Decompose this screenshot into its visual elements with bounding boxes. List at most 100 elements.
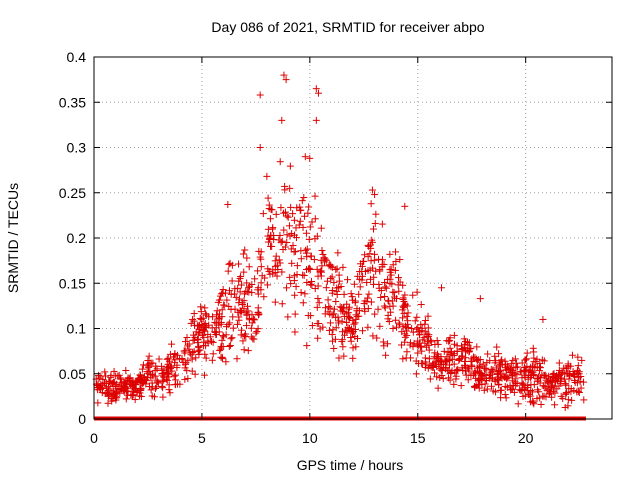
data-point bbox=[534, 377, 542, 385]
data-point bbox=[368, 186, 376, 194]
data-point bbox=[541, 372, 549, 380]
data-point bbox=[495, 381, 503, 389]
data-point bbox=[236, 288, 244, 296]
data-point bbox=[374, 305, 382, 313]
data-points bbox=[92, 71, 588, 412]
data-point bbox=[314, 295, 322, 303]
data-point bbox=[190, 317, 198, 325]
data-point bbox=[525, 390, 533, 398]
data-point bbox=[508, 385, 516, 393]
data-point bbox=[364, 253, 372, 261]
data-point bbox=[525, 366, 533, 374]
data-point bbox=[311, 192, 319, 200]
data-point bbox=[278, 116, 286, 124]
data-point bbox=[164, 369, 172, 377]
data-point bbox=[537, 400, 545, 408]
data-point bbox=[325, 326, 333, 334]
data-point bbox=[292, 283, 300, 291]
data-point bbox=[317, 268, 325, 276]
data-point bbox=[447, 349, 455, 357]
data-point bbox=[110, 367, 118, 375]
data-point bbox=[561, 404, 569, 412]
data-point bbox=[243, 279, 251, 287]
data-point bbox=[384, 340, 392, 348]
data-point bbox=[328, 286, 336, 294]
data-point bbox=[237, 331, 245, 339]
data-point bbox=[283, 238, 291, 246]
data-point bbox=[325, 303, 333, 311]
data-point bbox=[425, 355, 433, 363]
data-point bbox=[421, 364, 429, 372]
data-point bbox=[376, 322, 384, 330]
data-point bbox=[501, 391, 509, 399]
data-point bbox=[117, 375, 125, 383]
data-point bbox=[476, 363, 484, 371]
data-point bbox=[408, 325, 416, 333]
data-point bbox=[245, 284, 253, 292]
data-point bbox=[492, 388, 500, 396]
data-point bbox=[380, 260, 388, 268]
data-point bbox=[286, 162, 294, 170]
data-point bbox=[548, 382, 556, 390]
data-point bbox=[289, 210, 297, 218]
data-point bbox=[293, 262, 301, 270]
data-point bbox=[194, 330, 202, 338]
data-point bbox=[231, 305, 239, 313]
data-point bbox=[314, 282, 322, 290]
data-point bbox=[240, 268, 248, 276]
data-point bbox=[580, 396, 588, 404]
data-point bbox=[445, 361, 453, 369]
data-point bbox=[122, 367, 130, 375]
data-point bbox=[233, 320, 241, 328]
data-point bbox=[388, 280, 396, 288]
data-point bbox=[421, 339, 429, 347]
data-point bbox=[465, 339, 473, 347]
data-point bbox=[533, 355, 541, 363]
data-point bbox=[401, 202, 409, 210]
data-point bbox=[242, 308, 250, 316]
data-point bbox=[371, 310, 379, 318]
data-point bbox=[195, 329, 203, 337]
data-point bbox=[548, 393, 556, 401]
data-point bbox=[332, 298, 340, 306]
data-point bbox=[132, 378, 140, 386]
data-point bbox=[450, 380, 458, 388]
data-point bbox=[218, 336, 226, 344]
data-point bbox=[502, 360, 510, 368]
data-point bbox=[447, 369, 455, 377]
data-point bbox=[345, 324, 353, 332]
data-point bbox=[152, 362, 160, 370]
data-point bbox=[123, 391, 131, 399]
data-point bbox=[471, 384, 479, 392]
data-point bbox=[291, 248, 299, 256]
data-point bbox=[378, 220, 386, 228]
data-point bbox=[158, 382, 166, 390]
x-tick-label: 5 bbox=[198, 430, 206, 446]
data-point bbox=[349, 344, 357, 352]
data-point bbox=[264, 194, 272, 202]
data-point bbox=[363, 279, 371, 287]
data-point bbox=[166, 389, 174, 397]
data-point bbox=[521, 356, 529, 364]
data-point bbox=[242, 322, 250, 330]
data-point bbox=[145, 363, 153, 371]
data-point bbox=[328, 273, 336, 281]
data-point bbox=[399, 355, 407, 363]
data-point bbox=[205, 313, 213, 321]
data-point bbox=[438, 372, 446, 380]
data-point bbox=[426, 375, 434, 383]
data-point bbox=[170, 372, 178, 380]
data-point bbox=[144, 373, 152, 381]
data-point bbox=[402, 324, 410, 332]
data-point bbox=[409, 291, 417, 299]
data-point bbox=[275, 256, 283, 264]
data-point bbox=[350, 320, 358, 328]
data-point bbox=[136, 371, 144, 379]
data-point bbox=[564, 396, 572, 404]
data-point bbox=[219, 286, 227, 294]
data-point bbox=[235, 295, 243, 303]
data-point bbox=[458, 364, 466, 372]
data-point bbox=[148, 379, 156, 387]
data-point bbox=[483, 385, 491, 393]
